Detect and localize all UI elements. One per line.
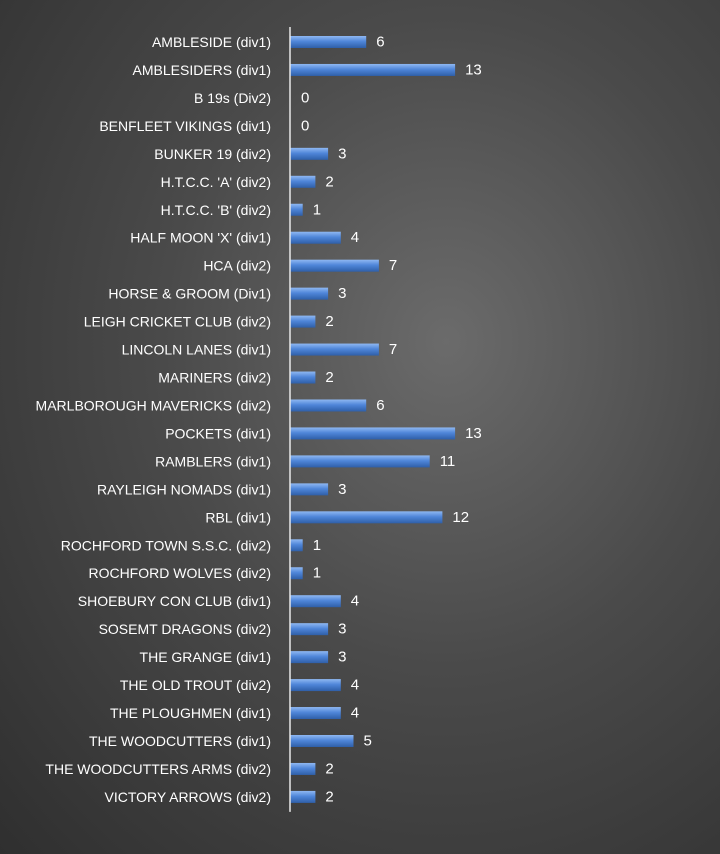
- value-label: 0: [301, 117, 309, 134]
- bar: [290, 735, 354, 747]
- category-label: LINCOLN LANES (div1): [122, 342, 271, 358]
- bar: [290, 539, 303, 552]
- bar: [290, 36, 367, 48]
- value-label: 3: [338, 481, 346, 498]
- bar: [290, 455, 430, 468]
- category-label: AMBLESIDE (div1): [152, 34, 271, 50]
- value-label: 4: [351, 705, 359, 722]
- value-label: 7: [389, 341, 397, 358]
- bar: [290, 651, 329, 664]
- category-label: HCA (div2): [203, 258, 271, 274]
- value-label: 4: [351, 677, 359, 694]
- value-label: 3: [338, 621, 346, 638]
- bar: [290, 567, 303, 580]
- bar: [290, 315, 316, 328]
- value-label: 1: [313, 537, 321, 554]
- value-label: 2: [325, 313, 333, 330]
- value-label: 3: [338, 285, 346, 302]
- category-label: ROCHFORD TOWN S.S.C. (div2): [61, 537, 271, 553]
- category-label: VICTORY ARROWS (div2): [105, 789, 271, 805]
- value-label: 13: [465, 425, 482, 442]
- category-label: H.T.C.C. 'A' (div2): [161, 174, 271, 190]
- bar: [290, 259, 379, 272]
- value-label: 13: [465, 61, 482, 78]
- bar: [290, 231, 341, 244]
- value-label: 1: [313, 565, 321, 582]
- bar: [290, 175, 316, 188]
- category-label: SHOEBURY CON CLUB (div1): [78, 593, 271, 609]
- value-label: 7: [389, 257, 397, 274]
- value-label: 5: [364, 733, 372, 750]
- category-label: RAYLEIGH NOMADS (div1): [97, 481, 271, 497]
- category-label: BUNKER 19 (div2): [154, 146, 271, 162]
- bar: [290, 623, 329, 636]
- value-label: 4: [351, 229, 359, 246]
- value-label: 6: [376, 397, 384, 414]
- bar: [290, 427, 456, 440]
- category-labels: AMBLESIDE (div1) AMBLESIDERS (div1) B 19s …: [36, 34, 271, 805]
- value-label: 2: [325, 788, 333, 805]
- category-label: BENFLEET VIKINGS (div1): [99, 118, 271, 134]
- bar: [290, 511, 443, 524]
- bar: [290, 399, 367, 412]
- category-label: THE OLD TROUT (div2): [120, 677, 271, 693]
- value-label: 1: [313, 201, 321, 218]
- value-label: 12: [452, 509, 469, 526]
- bar: [290, 762, 316, 775]
- bar: [290, 147, 329, 160]
- category-label: HORSE & GROOM (Div1): [108, 286, 271, 302]
- value-label: 2: [325, 760, 333, 777]
- category-label: AMBLESIDERS (div1): [133, 62, 271, 78]
- bar: [290, 287, 329, 300]
- category-label: RAMBLERS (div1): [155, 453, 271, 469]
- bar: [290, 707, 341, 720]
- bar: [290, 790, 316, 803]
- category-label: THE WOODCUTTERS (div1): [89, 733, 271, 749]
- category-label: POCKETS (div1): [165, 425, 271, 441]
- value-label: 2: [325, 173, 333, 190]
- bar: [290, 595, 341, 608]
- value-label: 2: [325, 369, 333, 386]
- value-label: 3: [338, 145, 346, 162]
- category-label: B 19s (Div2): [194, 90, 271, 106]
- category-label: THE GRANGE (div1): [140, 649, 271, 665]
- value-label: 3: [338, 649, 346, 666]
- value-label: 6: [376, 34, 384, 51]
- bar: [290, 63, 456, 76]
- category-label: RBL (div1): [205, 509, 271, 525]
- bar: [290, 679, 341, 692]
- value-label: 0: [301, 89, 309, 106]
- category-label: MARINERS (div2): [158, 370, 271, 386]
- bar: [290, 203, 303, 216]
- category-label: ROCHFORD WOLVES (div2): [88, 565, 271, 581]
- bar: [290, 371, 316, 384]
- bar: [290, 343, 379, 356]
- category-label: H.T.C.C. 'B' (div2): [161, 202, 271, 218]
- category-label: SOSEMT DRAGONS (div2): [99, 621, 271, 637]
- bar: [290, 483, 329, 496]
- category-label: THE PLOUGHMEN (div1): [110, 705, 271, 721]
- category-label: THE WOODCUTTERS ARMS (div2): [45, 761, 271, 777]
- bars: [290, 36, 456, 803]
- category-label: LEIGH CRICKET CLUB (div2): [84, 314, 271, 330]
- value-label: 4: [351, 593, 359, 610]
- category-label: HALF MOON 'X' (div1): [130, 230, 271, 246]
- value-label: 11: [440, 453, 456, 470]
- category-label: MARLBOROUGH MAVERICKS (div2): [36, 397, 271, 413]
